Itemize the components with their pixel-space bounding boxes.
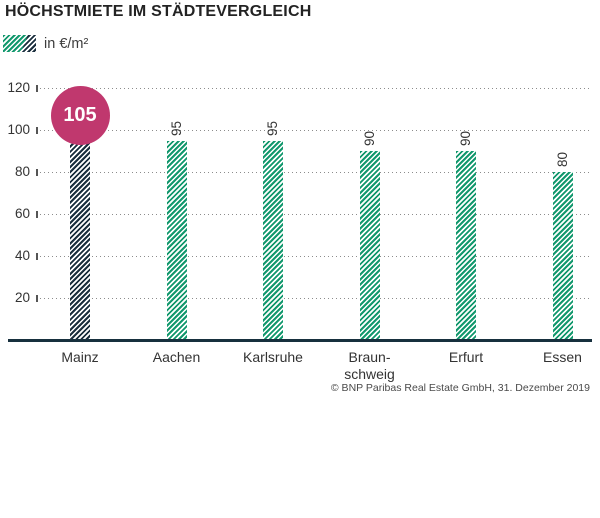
y-axis-tick: [36, 168, 38, 176]
x-axis-label: Karlsruhe: [243, 349, 303, 365]
value-label: 80: [554, 151, 570, 167]
value-label: 95: [168, 120, 184, 136]
x-axis-label: Mainz: [61, 349, 99, 365]
x-axis-label: Braun- schweig: [344, 349, 395, 382]
gridline: [40, 129, 592, 131]
bar: [456, 151, 476, 340]
gridline: [40, 171, 592, 173]
gridline: [40, 255, 592, 257]
x-axis-line: [8, 339, 592, 342]
value-label: 90: [458, 130, 473, 146]
x-axis-label: Aachen: [152, 349, 201, 365]
y-axis-label: 40: [14, 248, 30, 263]
y-axis-label: 120: [7, 80, 30, 95]
y-axis-tick: [36, 84, 38, 92]
y-axis-label: 80: [14, 164, 30, 179]
bar: [263, 140, 283, 340]
gridline: [40, 87, 592, 89]
value-label: 90: [361, 130, 377, 146]
y-axis-tick: [36, 126, 38, 134]
value-label: 95: [265, 120, 280, 136]
bar: [552, 172, 573, 340]
gridline: [40, 297, 592, 299]
highlight-badge: 105: [50, 86, 110, 145]
bar-highlight: [70, 119, 90, 340]
y-axis-label: 20: [14, 290, 30, 305]
y-axis-tick: [36, 252, 38, 260]
y-axis-tick: [36, 294, 38, 302]
y-axis-tick: [36, 210, 38, 218]
x-axis-label: Essen: [543, 349, 582, 365]
bar: [359, 151, 380, 340]
y-axis-label: 100: [7, 122, 30, 137]
source-credit: © BNP Paribas Real Estate GmbH, 31. Deze…: [330, 382, 590, 394]
legend-unit-label: in €/m²: [44, 36, 89, 52]
gridline: [40, 213, 592, 215]
x-axis-label: Erfurt: [448, 349, 484, 365]
bar: [166, 140, 187, 340]
chart-title: HÖCHSTMIETE IM STÄDTEVERGLEICH: [5, 3, 312, 20]
y-axis-label: 60: [14, 206, 30, 221]
